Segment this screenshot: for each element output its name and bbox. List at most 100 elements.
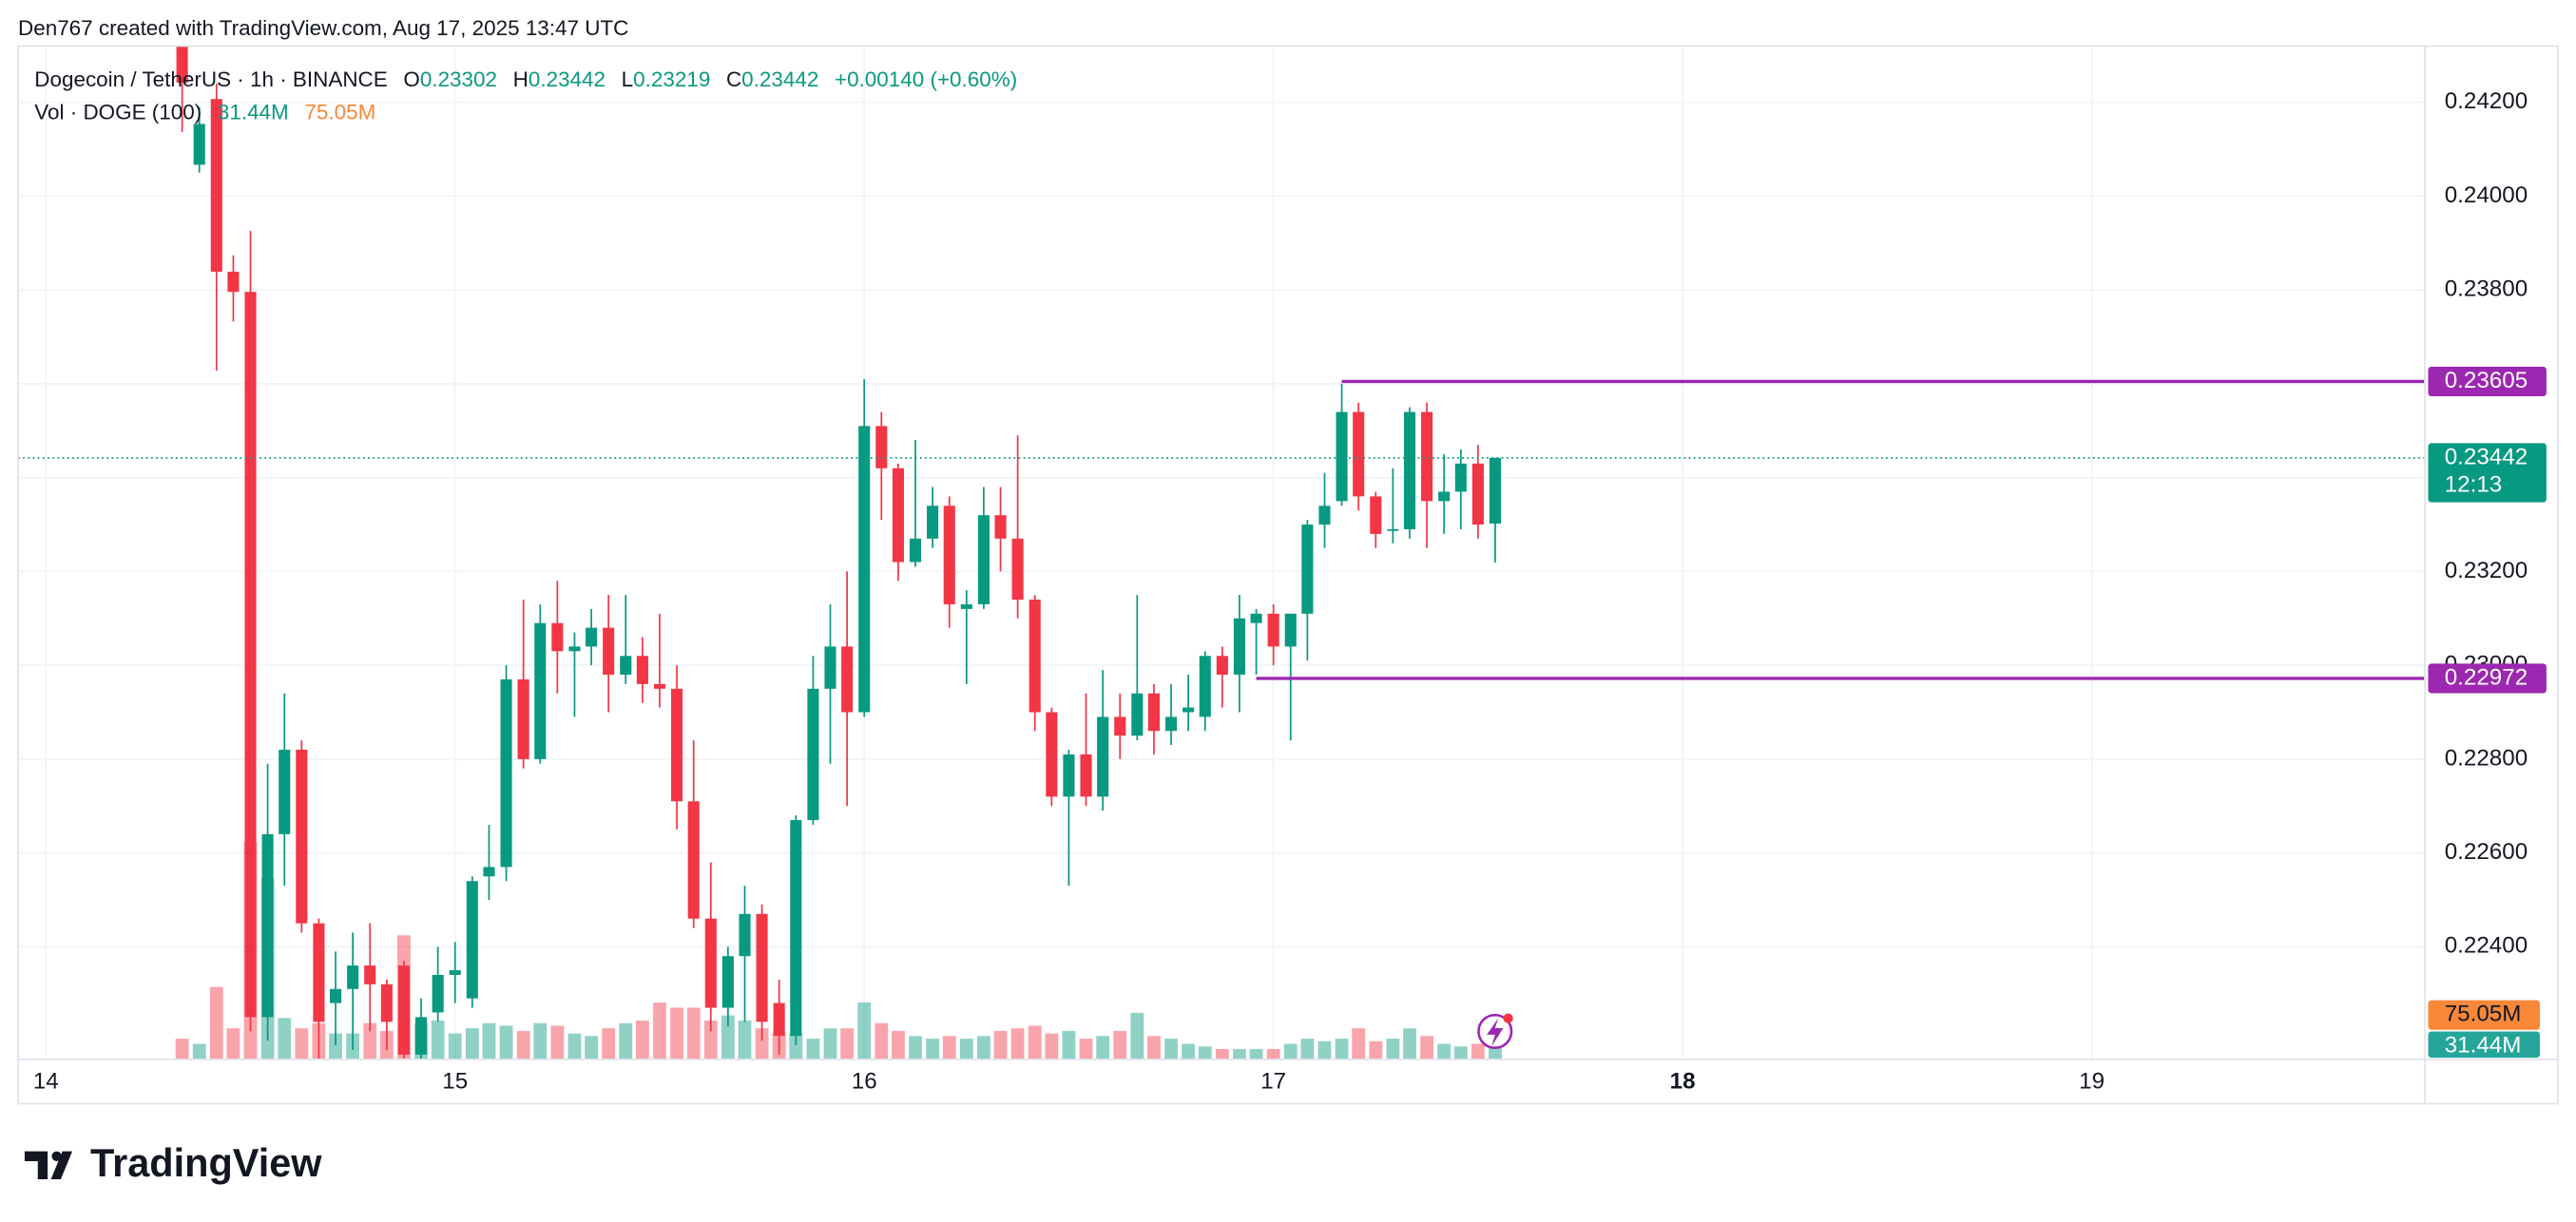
alert-icon[interactable] bbox=[1477, 1013, 1513, 1050]
volume-bar bbox=[550, 1025, 565, 1060]
volume-bar bbox=[192, 1043, 206, 1060]
candle-body bbox=[466, 881, 478, 999]
candle-body bbox=[1421, 411, 1433, 502]
candle-body bbox=[432, 974, 444, 1013]
alert-dot bbox=[1503, 1013, 1513, 1023]
close-label: C bbox=[726, 67, 741, 91]
logo: TradingView bbox=[24, 1140, 322, 1185]
candle-body bbox=[296, 749, 308, 924]
volume-bar bbox=[926, 1039, 940, 1060]
volume-bar bbox=[738, 1021, 752, 1060]
candle-body bbox=[1046, 712, 1058, 797]
candle-body bbox=[1250, 613, 1262, 623]
candle-body bbox=[1199, 656, 1211, 717]
volume-bar bbox=[635, 1021, 649, 1060]
volume-bar bbox=[755, 1028, 769, 1060]
volume-bar bbox=[1164, 1039, 1178, 1060]
open-label: O bbox=[403, 67, 419, 91]
candle-body bbox=[397, 965, 410, 1055]
logo-mark bbox=[24, 1151, 73, 1179]
candle-body bbox=[330, 988, 342, 1003]
candle-body bbox=[927, 506, 939, 539]
volume-bar bbox=[1079, 1039, 1093, 1060]
attribution: Den767 created with TradingView.com, Aug… bbox=[18, 16, 628, 40]
volume-tag bbox=[2428, 1031, 2540, 1059]
candle-body bbox=[994, 515, 1007, 539]
candle-body bbox=[1471, 463, 1484, 525]
volume-bar bbox=[840, 1028, 855, 1060]
volume-bar bbox=[1335, 1039, 1349, 1060]
volume-bar bbox=[516, 1030, 530, 1060]
candle-body bbox=[1489, 457, 1502, 525]
candle-body bbox=[1336, 411, 1348, 502]
candle-body bbox=[909, 538, 922, 563]
volume-bar bbox=[806, 1039, 820, 1060]
y-tick-label: 0.24200 bbox=[2445, 88, 2528, 114]
candle-body bbox=[313, 923, 325, 1022]
volume-bar bbox=[1198, 1046, 1212, 1060]
volume-bar bbox=[942, 1036, 956, 1060]
candle-body bbox=[1403, 411, 1416, 529]
candle-body bbox=[943, 506, 955, 604]
volume-bar bbox=[1471, 1043, 1485, 1060]
candle-body bbox=[807, 688, 819, 821]
candle-body bbox=[603, 627, 615, 676]
volume-bar bbox=[295, 1028, 309, 1060]
candle-body bbox=[1028, 600, 1041, 713]
x-tick-label: 17 bbox=[1260, 1068, 1286, 1094]
volume-value: 31.44M bbox=[218, 100, 289, 124]
level-tag bbox=[2428, 366, 2547, 397]
candle-body bbox=[756, 913, 768, 1022]
last-price-tag bbox=[2428, 443, 2547, 503]
candle-body bbox=[739, 913, 751, 957]
volume-title: Vol · DOGE (100) bbox=[34, 100, 202, 124]
candle-body bbox=[1131, 693, 1144, 736]
candle-body bbox=[1284, 613, 1297, 647]
volume-bar bbox=[892, 1030, 905, 1060]
volume-bar bbox=[209, 986, 223, 1060]
candle-body bbox=[193, 124, 205, 165]
candle-body bbox=[534, 622, 547, 759]
volume-bar bbox=[686, 1007, 701, 1060]
volume-bar bbox=[329, 1033, 342, 1060]
volume-bar bbox=[1317, 1041, 1332, 1060]
candle-body bbox=[1438, 491, 1451, 502]
volume-bar bbox=[1266, 1048, 1280, 1060]
candle-body bbox=[1216, 656, 1228, 676]
logo-dot bbox=[51, 1151, 62, 1161]
volume-axis-label: 31.44M bbox=[2445, 1032, 2522, 1058]
volume-pane bbox=[175, 842, 1502, 1060]
brand: TradingView bbox=[90, 1140, 322, 1185]
candle-body bbox=[279, 749, 291, 834]
volume-bar bbox=[363, 1022, 377, 1060]
candle-body bbox=[790, 820, 802, 1037]
volume-bar bbox=[1352, 1028, 1366, 1060]
candle-body bbox=[653, 683, 666, 689]
volume-bar bbox=[1028, 1025, 1042, 1060]
y-tick-label: 0.23200 bbox=[2445, 558, 2528, 583]
x-tick-label: 16 bbox=[852, 1068, 877, 1094]
volume-bar bbox=[1113, 1030, 1127, 1060]
volume-bar bbox=[959, 1039, 973, 1060]
candle-body bbox=[261, 833, 274, 1018]
candle-body bbox=[517, 678, 529, 759]
volume-bar bbox=[175, 1039, 189, 1060]
volume-bar bbox=[875, 1022, 889, 1060]
volume-bar bbox=[1233, 1048, 1246, 1060]
volume-bar bbox=[1369, 1041, 1383, 1060]
candle-body bbox=[1080, 754, 1092, 797]
volume-bar bbox=[1130, 1012, 1144, 1060]
volume-bar bbox=[1249, 1048, 1263, 1060]
countdown: 12:13 bbox=[2445, 472, 2503, 498]
candle-body bbox=[824, 646, 836, 689]
volume-bar bbox=[1147, 1036, 1161, 1060]
volume-bar bbox=[1215, 1048, 1229, 1060]
volume-ma-axis-label: 75.05M bbox=[2445, 1002, 2522, 1027]
candle-body bbox=[210, 99, 222, 272]
candle-pane bbox=[176, 46, 1502, 1060]
volume-bar bbox=[703, 1021, 718, 1060]
low-value: 0.23219 bbox=[633, 67, 710, 91]
candle-body bbox=[841, 646, 854, 713]
volume-bar bbox=[1437, 1043, 1451, 1060]
